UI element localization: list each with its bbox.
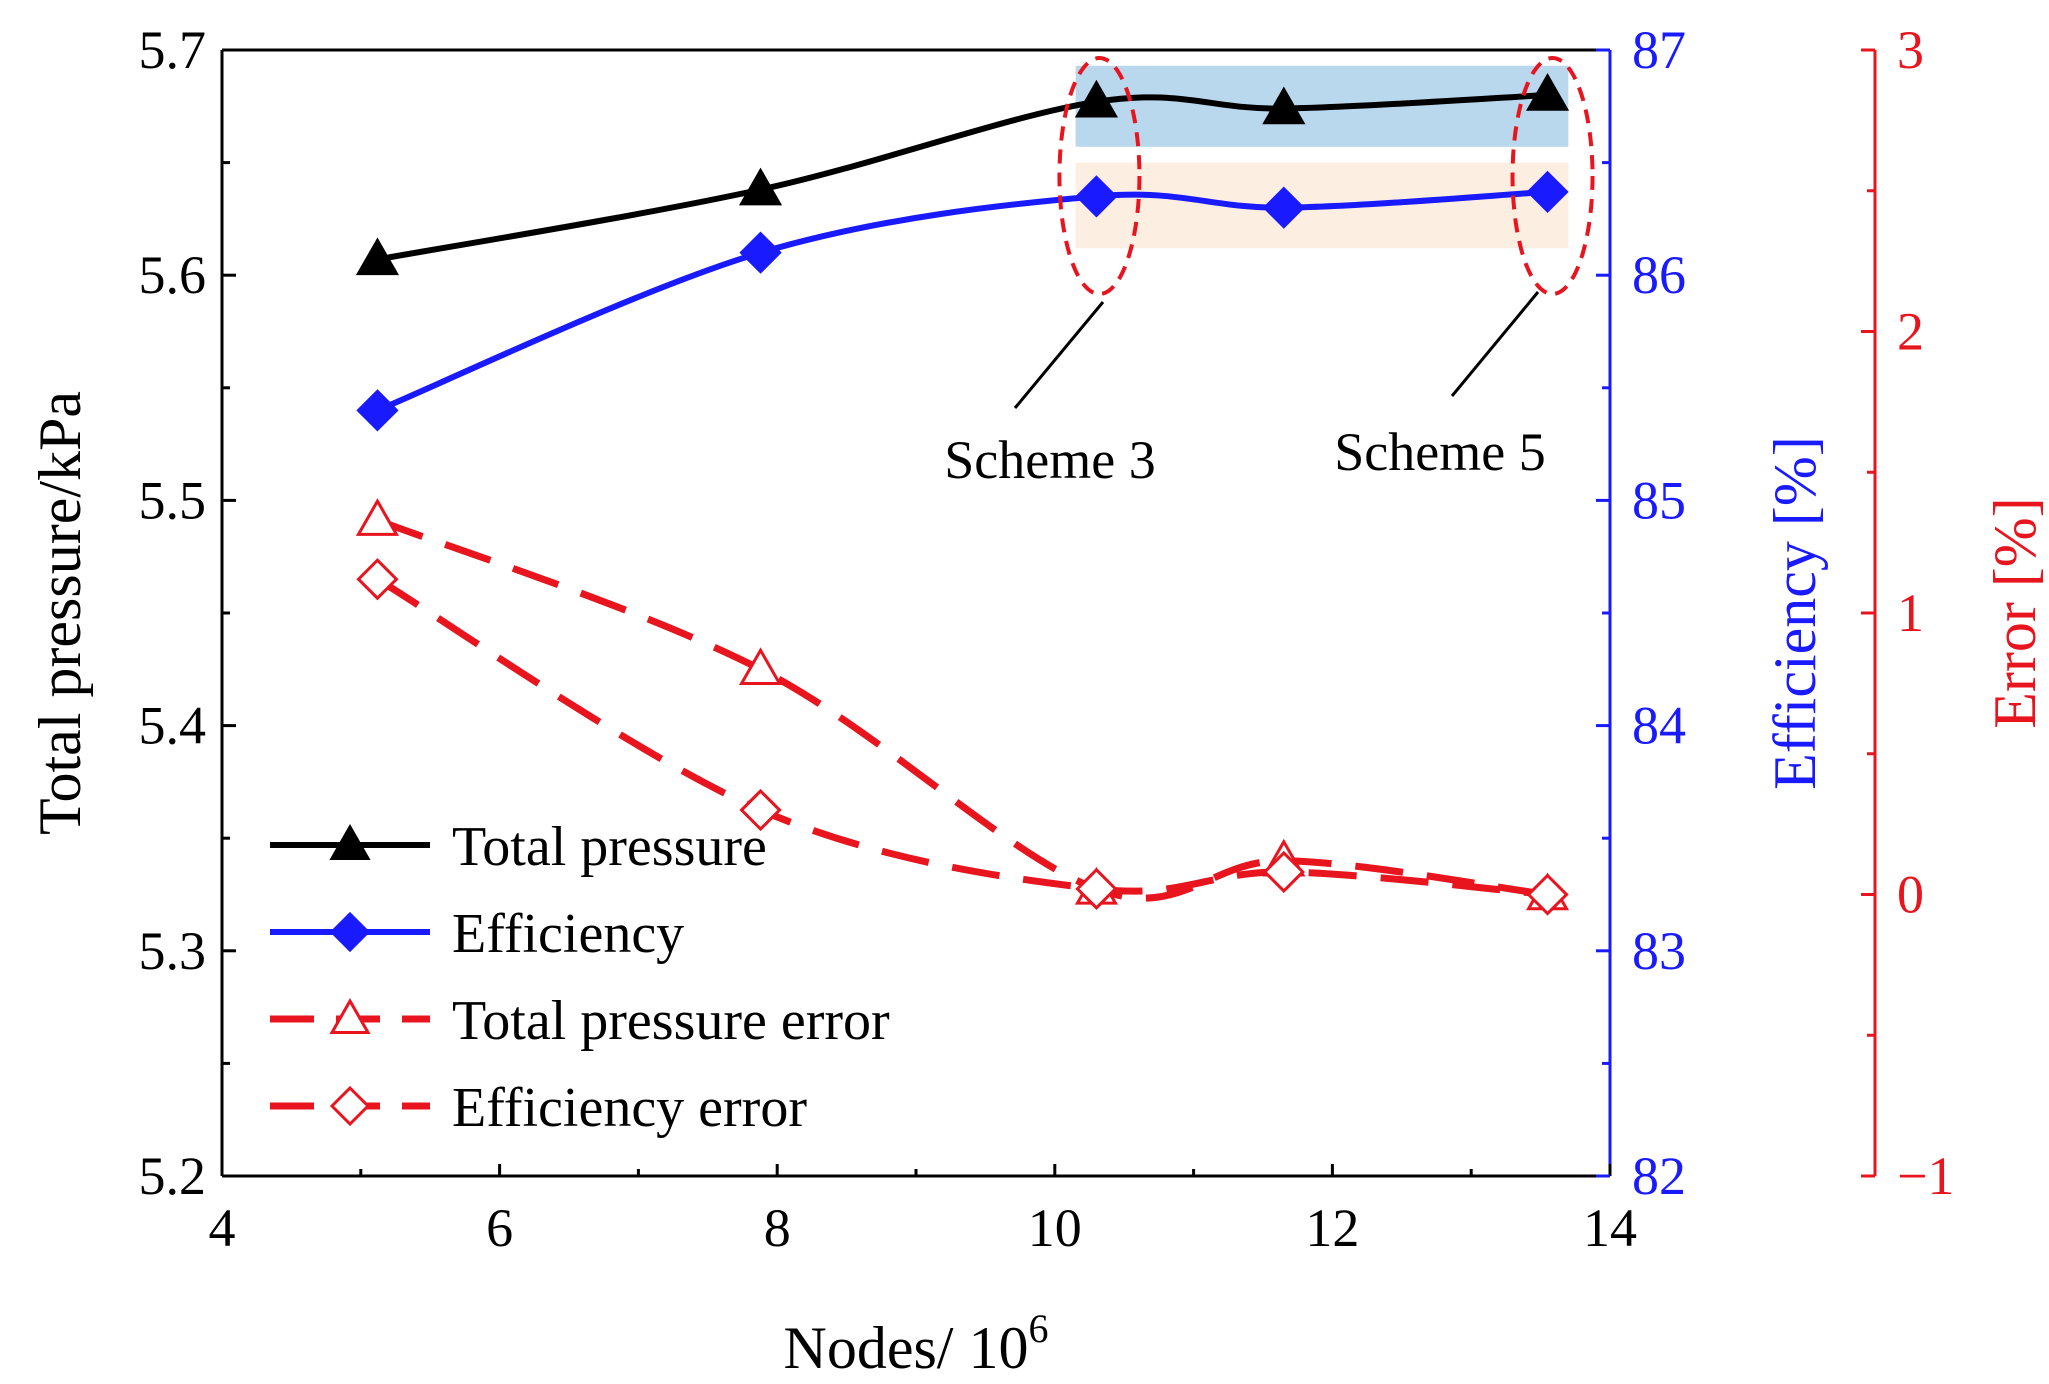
right2-tick-label-2: 1 <box>1897 583 1924 643</box>
right1-tick-label-2: 84 <box>1632 696 1686 756</box>
series-0-point-4 <box>1525 73 1570 111</box>
scheme-ellipse-1 <box>1510 56 1595 296</box>
series-2-point-0 <box>355 498 400 536</box>
left-tick-label-1: 5.3 <box>139 921 207 981</box>
legend-marker-1 <box>329 911 371 953</box>
right2-tick-label-1: 0 <box>1897 865 1924 925</box>
right1-tick-label-0: 82 <box>1632 1146 1686 1206</box>
series-line-1 <box>376 188 1548 414</box>
series-3-point-2 <box>1075 867 1118 910</box>
series-0-point-1 <box>738 167 783 206</box>
error-axis-title: Error [%] <box>1982 497 2048 729</box>
scheme-label-1: Scheme 5 <box>1334 422 1545 482</box>
series-1-point-4 <box>1526 170 1569 213</box>
left-tick-label-4: 5.6 <box>139 245 207 305</box>
series-0-point-0 <box>355 237 400 276</box>
x-tick-label-2: 8 <box>764 1198 791 1258</box>
series-1-point-3 <box>1262 186 1305 229</box>
x-tick-label-4: 12 <box>1305 1198 1359 1258</box>
scheme-ellipse-0 <box>1057 56 1142 296</box>
axes: 4 6 8 10 12 145.25.35.45.55.65.7828384858687−… <box>27 20 2048 1381</box>
x-tick-label-3: 10 <box>1028 1198 1082 1258</box>
x-axis-title-superscript: 6 <box>1028 1306 1048 1351</box>
legend-label-2: Total pressure error <box>452 990 890 1052</box>
series-3-point-1 <box>739 788 782 832</box>
series-3-point-4 <box>1526 873 1569 916</box>
x-axis-title: Nodes/ 106 <box>784 1306 1049 1381</box>
left-axis-title: Total pressure/kPa <box>27 391 93 835</box>
legend-marker-2 <box>329 997 371 1034</box>
right1-tick-label-4: 86 <box>1632 245 1686 305</box>
legend-marker-3 <box>329 1085 371 1127</box>
x-tick-label-5: 14 <box>1583 1198 1637 1258</box>
left-tick-label-5: 5.7 <box>139 20 207 80</box>
x-tick-label-0: 4 <box>209 1198 236 1258</box>
legend-label-3: Efficiency error <box>452 1077 807 1139</box>
series-1-point-2 <box>1075 175 1118 218</box>
series-0-point-2 <box>1074 79 1119 118</box>
x-tick-label-1: 6 <box>486 1198 513 1258</box>
scheme-callout-line-1 <box>1450 291 1540 397</box>
series-3-point-0 <box>356 558 399 601</box>
highlight-bands <box>1075 65 1569 249</box>
legend-marker-0 <box>329 823 371 860</box>
series-3-point-3 <box>1262 850 1305 894</box>
series-0-point-3 <box>1262 86 1306 125</box>
series-1-point-0 <box>356 389 399 432</box>
series-1-point-1 <box>739 231 782 274</box>
series-line-0 <box>376 92 1548 263</box>
legend-label-0: Total pressure <box>452 816 767 878</box>
series-line-3 <box>375 576 1548 898</box>
scheme-callout-line-0 <box>1013 301 1105 409</box>
right1-tick-label-5: 87 <box>1632 20 1686 80</box>
efficiency-axis-title: Efficiency [%] <box>1762 436 1828 790</box>
right1-tick-label-1: 83 <box>1632 921 1686 981</box>
right1-tick-label-3: 85 <box>1632 470 1686 530</box>
legend-label-1: Efficiency <box>452 903 684 965</box>
series-line-2 <box>376 516 1548 902</box>
right2-tick-label-4: 3 <box>1897 20 1924 80</box>
left-tick-label-3: 5.5 <box>139 470 207 530</box>
series-2-point-1 <box>738 647 783 686</box>
right2-tick-label-3: 2 <box>1897 302 1924 362</box>
series-group <box>355 73 1570 916</box>
left-tick-label-2: 5.4 <box>139 696 207 756</box>
left-tick-label-0: 5.2 <box>139 1146 207 1206</box>
scheme-label-0: Scheme 3 <box>944 430 1155 490</box>
annotations: Scheme 3 Scheme 5 <box>944 56 1595 490</box>
right2-tick-label-0: −1 <box>1897 1146 1954 1206</box>
legend: Total pressure Efficiency Total pressure e… <box>270 816 890 1139</box>
